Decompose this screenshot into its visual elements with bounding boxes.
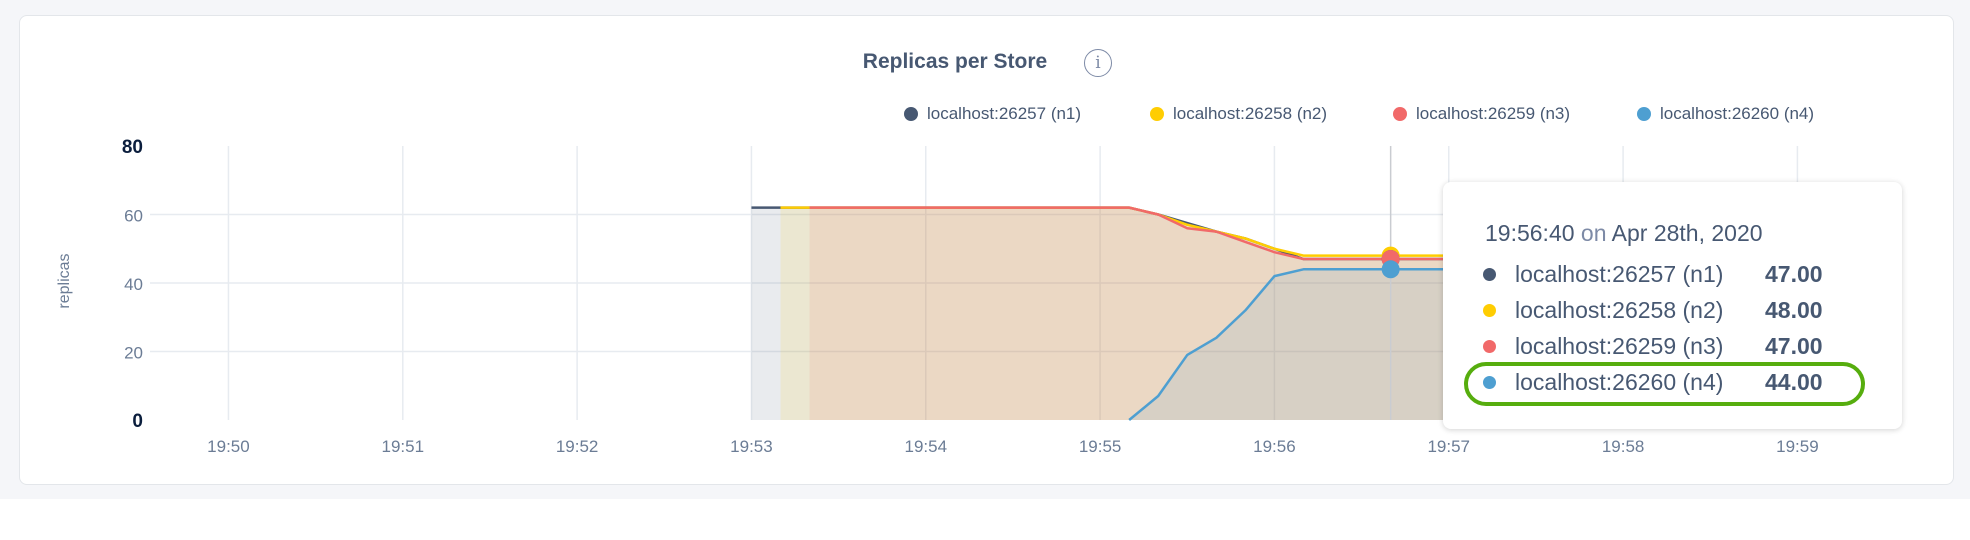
x-tick-label: 19:52 <box>556 437 599 456</box>
tooltip-row-name: localhost:26259 (n3) <box>1515 332 1724 359</box>
y-tick-label: 60 <box>124 207 143 226</box>
tooltip-highlight-outline <box>1464 362 1865 406</box>
x-tick-label: 19:54 <box>904 437 947 456</box>
tooltip-row-value: 47.00 <box>1765 332 1823 359</box>
x-tick-label: 19:55 <box>1079 437 1122 456</box>
legend-item-n3[interactable]: localhost:26259 (n3) <box>1393 104 1570 124</box>
info-circle-icon[interactable]: i <box>1084 49 1112 77</box>
legend-label: localhost:26258 (n2) <box>1173 104 1328 123</box>
tooltip-row-value: 48.00 <box>1765 296 1823 323</box>
series-dot-icon <box>1483 303 1496 317</box>
x-tick-label: 19:53 <box>730 437 773 456</box>
legend-item-n4[interactable]: localhost:26260 (n4) <box>1637 104 1814 124</box>
tooltip-row-n3: localhost:26259 (n3) 47.00 <box>1483 329 1863 363</box>
series-dot-icon <box>1483 267 1496 281</box>
tooltip-row-name: localhost:26258 (n2) <box>1515 296 1724 323</box>
legend-dot-icon <box>1150 107 1164 121</box>
x-tick-label: 19:58 <box>1602 437 1645 456</box>
legend-dot-icon <box>904 107 918 121</box>
legend-label: localhost:26259 (n3) <box>1416 104 1571 123</box>
tooltip-header: 19:56:40 on Apr 28th, 2020 <box>1485 220 1763 247</box>
series-dot-icon <box>1483 375 1496 389</box>
x-tick-label: 19:57 <box>1427 437 1470 456</box>
tooltip-row-n1: localhost:26257 (n1) 47.00 <box>1483 257 1863 291</box>
tooltip-row-value: 47.00 <box>1765 260 1823 287</box>
tooltip-time: 19:56:40 <box>1485 220 1575 246</box>
tooltip-on: on <box>1580 220 1607 246</box>
y-tick-label: 0 <box>132 411 143 432</box>
x-tick-label: 19:59 <box>1776 437 1819 456</box>
tooltip-row-name: localhost:26260 (n4) <box>1515 368 1724 395</box>
tooltip-date: Apr 28th, 2020 <box>1611 220 1763 246</box>
x-tick-label: 19:50 <box>207 437 250 456</box>
legend-dot-icon <box>1393 107 1407 121</box>
series-area-n3 <box>809 207 1507 420</box>
legend-item-n1[interactable]: localhost:26257 (n1) <box>904 104 1081 124</box>
tooltip-row-value: 44.00 <box>1765 368 1823 395</box>
legend-label: localhost:26257 (n1) <box>927 104 1082 123</box>
y-tick-label: 20 <box>124 344 143 363</box>
y-tick-label: 80 <box>122 137 143 158</box>
y-tick-label: 40 <box>124 275 143 294</box>
tooltip: 19:56:40 on Apr 28th, 2020 localhost:262… <box>1443 182 1902 429</box>
hover-point-n4 <box>1381 260 1400 279</box>
chart-title: Replicas per Store <box>0 50 1910 74</box>
legend-dot-icon <box>1637 107 1651 121</box>
legend-item-n2[interactable]: localhost:26258 (n2) <box>1150 104 1327 124</box>
series-area-n2 <box>780 207 1507 420</box>
x-tick-label: 19:51 <box>382 437 425 456</box>
tooltip-row-n4: localhost:26260 (n4) 44.00 <box>1483 365 1863 399</box>
tooltip-row-n2: localhost:26258 (n2) 48.00 <box>1483 293 1863 327</box>
x-tick-label: 19:56 <box>1253 437 1296 456</box>
tooltip-row-name: localhost:26257 (n1) <box>1515 260 1724 287</box>
series-dot-icon <box>1483 339 1496 353</box>
y-axis-label: replicas <box>56 253 73 309</box>
series-area-n1 <box>751 207 1507 420</box>
chart-title-text: Replicas per Store <box>862 50 1048 73</box>
legend-label: localhost:26260 (n4) <box>1660 104 1815 123</box>
series-area-n4 <box>1129 269 1507 420</box>
